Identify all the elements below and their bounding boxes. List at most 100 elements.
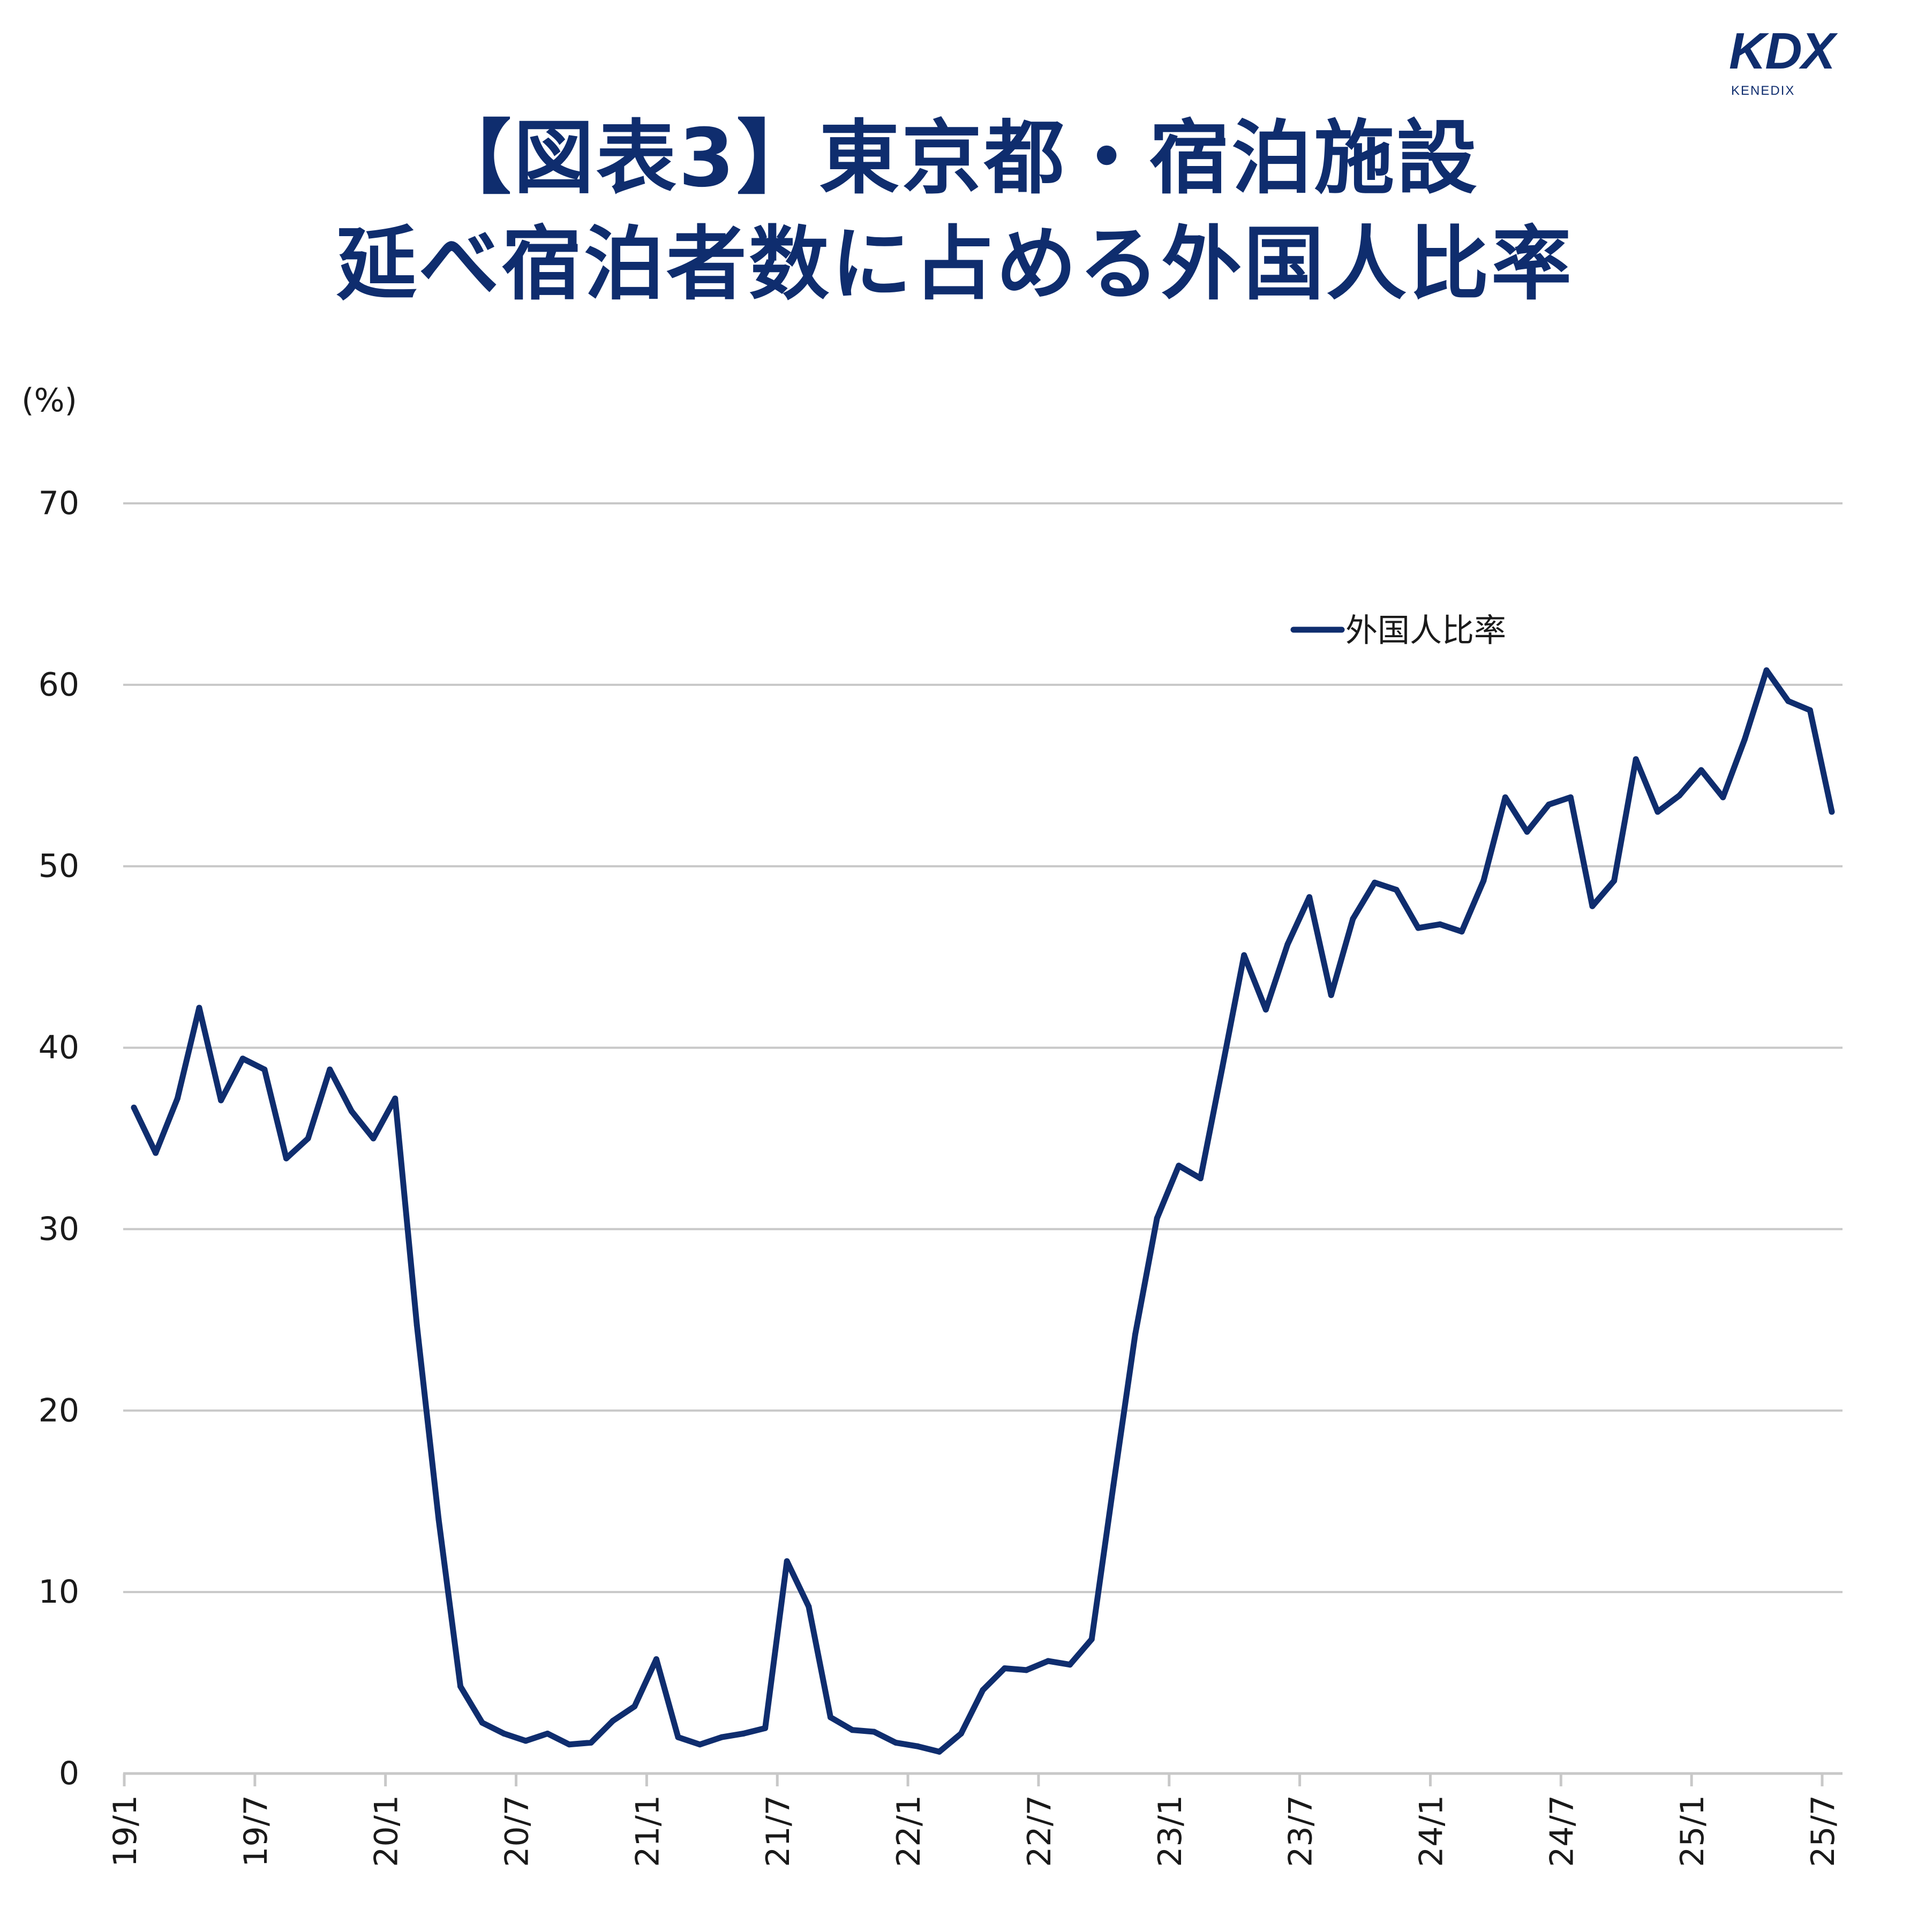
- y-tick-label: 50: [39, 848, 79, 885]
- data-point: [1328, 992, 1334, 998]
- x-tick-label: 25/1: [1674, 1795, 1711, 1867]
- data-point: [1720, 794, 1726, 801]
- data-point: [610, 1718, 616, 1724]
- data-point: [1807, 707, 1813, 713]
- data-point: [435, 1516, 442, 1523]
- data-point: [1589, 903, 1596, 909]
- x-tick-label: 23/7: [1282, 1795, 1320, 1867]
- data-point: [1829, 809, 1835, 815]
- data-point: [457, 1683, 464, 1689]
- x-tick-label: 22/7: [1021, 1795, 1058, 1867]
- data-point: [566, 1741, 573, 1748]
- data-point: [327, 1066, 333, 1073]
- data-point: [1567, 794, 1574, 801]
- data-point: [544, 1730, 551, 1737]
- data-point: [413, 1322, 420, 1329]
- data-point: [1045, 1658, 1051, 1664]
- data-point: [370, 1135, 377, 1142]
- data-point: [153, 1150, 159, 1156]
- x-tick-label: 21/7: [760, 1795, 797, 1867]
- data-point: [305, 1135, 311, 1142]
- data-point: [174, 1095, 181, 1101]
- data-point: [392, 1095, 398, 1101]
- data-point: [1502, 794, 1508, 801]
- data-point: [784, 1558, 790, 1565]
- legend: 外国人比率: [1290, 612, 1506, 650]
- x-tick-label: 23/1: [1152, 1795, 1189, 1867]
- data-point: [1067, 1662, 1073, 1668]
- x-tick-label: 20/7: [499, 1795, 536, 1867]
- data-point: [1154, 1215, 1160, 1221]
- data-point: [1241, 952, 1247, 959]
- data-point: [1197, 1175, 1204, 1182]
- y-tick-label: 10: [39, 1573, 79, 1611]
- data-point: [1480, 878, 1487, 884]
- data-point: [697, 1741, 703, 1748]
- data-point: [1284, 941, 1291, 947]
- data-point: [1132, 1331, 1138, 1338]
- x-tick-label: 20/1: [368, 1795, 405, 1867]
- y-tick-label: 30: [39, 1210, 79, 1248]
- gridlines: [123, 502, 1843, 1594]
- data-point: [914, 1743, 921, 1749]
- data-point: [1306, 894, 1313, 900]
- y-tick-label: 0: [59, 1755, 79, 1792]
- kdx-logo: KDX KENEDIX: [1729, 21, 1868, 99]
- data-point: [501, 1730, 507, 1737]
- data-point: [1741, 736, 1748, 743]
- data-point: [588, 1739, 594, 1746]
- data-point: [1393, 887, 1400, 893]
- data-point: [1633, 756, 1639, 763]
- legend-label: 外国人比率: [1345, 612, 1506, 650]
- data-point: [1655, 809, 1661, 815]
- data-point: [1088, 1636, 1095, 1642]
- data-point: [479, 1719, 485, 1726]
- data-point: [1458, 929, 1465, 935]
- y-tick-label: 40: [39, 1029, 79, 1067]
- data-point: [1698, 767, 1704, 773]
- data-point: [1372, 879, 1378, 886]
- data-point: [936, 1748, 943, 1755]
- data-point: [806, 1603, 812, 1610]
- y-tick-labels: 0 10 20 30 40 50 60 70: [39, 485, 79, 1792]
- data-point: [980, 1687, 986, 1693]
- x-tick-label: 22/1: [890, 1795, 928, 1867]
- data-point: [523, 1738, 529, 1744]
- data-point: [1415, 925, 1422, 931]
- data-point: [1676, 793, 1683, 799]
- x-tick-label: 19/7: [237, 1795, 275, 1867]
- data-point: [718, 1734, 725, 1740]
- data-point: [892, 1739, 899, 1746]
- data-point: [653, 1656, 659, 1663]
- data-point: [1546, 802, 1552, 808]
- x-tick-label: 24/7: [1543, 1795, 1581, 1867]
- data-point: [1110, 1482, 1117, 1488]
- chart-title-line2: 延べ宿泊者数に占める外国人比率: [336, 218, 1574, 311]
- data-point: [762, 1725, 769, 1731]
- x-tick-label: 25/7: [1804, 1795, 1842, 1867]
- x-tick-label: 19/1: [107, 1795, 144, 1867]
- series-line: [131, 667, 1835, 1755]
- data-point: [1785, 698, 1792, 704]
- data-point: [1002, 1665, 1008, 1671]
- data-point: [1219, 1065, 1225, 1071]
- data-point: [239, 1055, 246, 1062]
- chart-title-line1: 【図表3】東京都・宿泊施設: [431, 112, 1479, 205]
- logo-main: KDX: [1729, 22, 1836, 80]
- data-point: [131, 1104, 137, 1111]
- series-layer: [131, 667, 1835, 1755]
- data-point: [958, 1730, 964, 1737]
- data-point: [1176, 1163, 1182, 1169]
- data-point: [218, 1097, 224, 1104]
- data-point: [871, 1729, 877, 1735]
- data-point: [631, 1703, 638, 1710]
- data-point: [1350, 916, 1356, 922]
- y-tick-label: 60: [39, 666, 79, 704]
- data-point: [283, 1155, 289, 1161]
- data-point: [828, 1714, 834, 1720]
- data-point: [196, 1005, 202, 1011]
- data-point: [1524, 828, 1530, 835]
- data-point: [1611, 878, 1618, 884]
- x-tick-label: 21/1: [629, 1795, 666, 1867]
